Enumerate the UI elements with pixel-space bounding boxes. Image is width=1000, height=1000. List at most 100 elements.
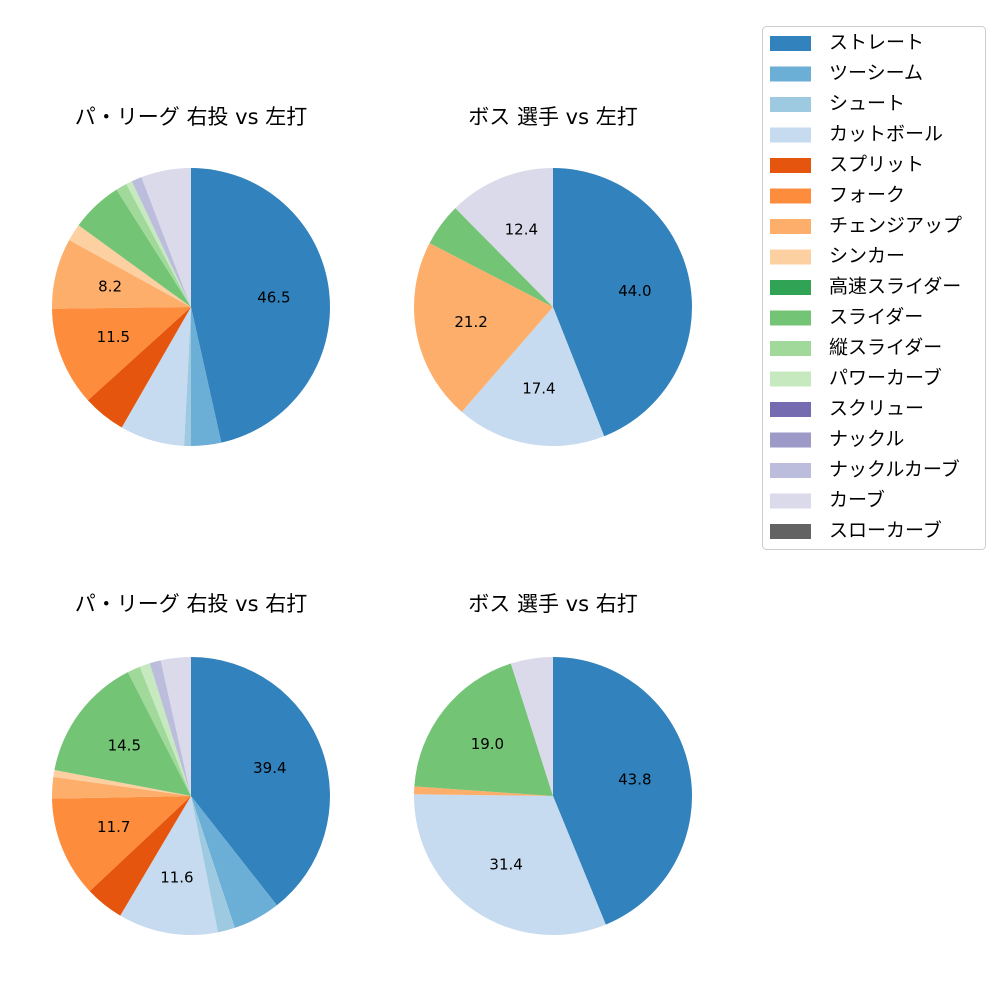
pie-slice-チェンジアップ xyxy=(51,776,191,799)
pie-chart-3: パ・リーグ 右投 vs 右打 39.4 11.6 11.7 14.5 xyxy=(51,592,330,935)
slice-value-label: 11.5 xyxy=(97,328,130,346)
pie-slice-パワーカーブ xyxy=(139,663,191,796)
legend-entry: ナックル xyxy=(770,428,904,450)
legend-label: 縦スライダー xyxy=(829,337,942,359)
legend-label: スクリュー xyxy=(829,398,924,420)
pie-slice-ツーシーム xyxy=(191,796,277,928)
legend-label: フォーク xyxy=(829,184,905,206)
legend-label: スライダー xyxy=(829,306,923,328)
pie-slice-フォーク xyxy=(52,796,191,892)
pie-slice-チェンジアップ xyxy=(51,240,191,309)
pie-slice-ツーシーム xyxy=(191,307,222,446)
legend-swatch xyxy=(770,127,811,143)
legend-entry: ナックルカーブ xyxy=(770,458,960,481)
chart-title: ボス 選手 vs 左打 xyxy=(468,105,637,129)
legend-swatch xyxy=(770,66,811,82)
legend-label: カーブ xyxy=(829,488,885,511)
pie-slice-シュート xyxy=(184,307,191,446)
chart-title: パ・リーグ 右投 vs 左打 xyxy=(75,105,307,129)
pie-slice-スライダー xyxy=(429,208,553,307)
legend-swatch xyxy=(770,371,811,387)
legend-swatch xyxy=(770,310,811,326)
pie-slice-カットボール xyxy=(121,307,191,446)
pie-chart-4: ボス 選手 vs 右打 43.8 31.4 19.0 xyxy=(413,592,693,936)
pie-charts: パ・リーグ 右投 vs 左打 46.5 11.5 8.2 ボス 選手 vs 左打 44.0… xyxy=(51,105,693,936)
slice-value-label: 11.7 xyxy=(97,818,130,836)
pie-chart-1: パ・リーグ 右投 vs 左打 46.5 11.5 8.2 xyxy=(51,105,330,446)
legend-entry: スクリュー xyxy=(770,398,924,420)
pie-slice-縦スライダー xyxy=(127,666,191,796)
legend-swatch xyxy=(770,249,811,265)
legend-swatch xyxy=(770,341,811,356)
pie-slice-シュート xyxy=(191,796,235,933)
legend-label: パワーカーブ xyxy=(829,366,942,389)
pie-slice-パワーカーブ xyxy=(126,181,191,307)
pie-slice-スプリット xyxy=(89,796,191,916)
legend-swatch xyxy=(770,36,811,51)
pie-slice-ストレート xyxy=(191,657,330,906)
slice-value-label: 8.2 xyxy=(98,277,122,295)
legend-entry: ツーシーム xyxy=(770,62,923,84)
slice-value-label: 46.5 xyxy=(257,288,290,306)
legend-entry: パワーカーブ xyxy=(770,366,942,389)
legend-label: スローカーブ xyxy=(829,519,942,542)
legend-swatch xyxy=(770,280,811,295)
slice-value-label: 43.8 xyxy=(618,770,651,788)
slice-value-label: 39.4 xyxy=(253,759,286,777)
slice-value-label: 19.0 xyxy=(471,735,504,753)
legend-swatch xyxy=(770,158,811,173)
slice-value-label: 11.6 xyxy=(160,869,193,887)
legend-entry: 縦スライダー xyxy=(770,337,942,359)
pie-slice-スプリット xyxy=(87,307,191,428)
legend-entry: ストレート xyxy=(770,32,924,54)
chart-title: パ・リーグ 右投 vs 右打 xyxy=(75,592,307,616)
pie-slice-チェンジアップ xyxy=(414,243,553,412)
legend-entry: シュート xyxy=(770,93,905,115)
legend-swatch xyxy=(770,219,811,234)
legend-label: 高速スライダー xyxy=(829,276,961,298)
legend-label: シンカー xyxy=(829,245,905,267)
pie-slice-カーブ xyxy=(160,657,191,796)
pie-slice-カットボール xyxy=(413,794,606,936)
slice-value-label: 12.4 xyxy=(505,220,538,238)
slice-value-label: 31.4 xyxy=(489,855,522,873)
pie-slice-ストレート xyxy=(553,167,693,437)
legend-entry: 高速スライダー xyxy=(770,276,961,298)
pie-slice-ストレート xyxy=(191,168,330,443)
legend-label: ナックルカーブ xyxy=(829,458,960,481)
legend-swatch xyxy=(770,97,811,112)
legend-swatch xyxy=(770,463,811,478)
legend-label: カットボール xyxy=(829,123,943,145)
pie-slice-カットボール xyxy=(461,307,605,447)
legend-swatch xyxy=(770,493,811,509)
chart-title: ボス 選手 vs 右打 xyxy=(468,592,637,616)
legend-swatch xyxy=(770,524,811,539)
pie-slice-カーブ xyxy=(455,168,553,307)
slice-value-label: 21.2 xyxy=(454,313,487,331)
pie-slice-チェンジアップ xyxy=(414,786,553,796)
legend-label: シュート xyxy=(829,93,905,115)
legend: ストレートツーシームシュートカットボールスプリットフォークチェンジアップシンカー… xyxy=(762,26,986,550)
pie-slice-カーブ xyxy=(510,657,553,796)
legend-entry: チェンジアップ xyxy=(770,215,962,237)
pie-slice-スライダー xyxy=(78,189,191,307)
pie-slice-ストレート xyxy=(553,657,693,925)
slice-value-label: 14.5 xyxy=(108,736,141,754)
legend-entry: シンカー xyxy=(770,245,905,267)
legend-entry: フォーク xyxy=(770,184,905,206)
pie-chart-2: ボス 選手 vs 左打 44.0 17.4 21.2 12.4 xyxy=(414,105,693,447)
legend-swatch xyxy=(770,402,811,417)
pie-slice-ナックルカーブ xyxy=(131,177,191,307)
legend-swatch xyxy=(770,188,811,204)
pie-slice-カットボール xyxy=(120,796,218,935)
legend-entry: スライダー xyxy=(770,306,923,328)
legend-frame xyxy=(762,26,986,550)
legend-label: スプリット xyxy=(829,154,924,176)
legend-entry: カーブ xyxy=(770,488,885,511)
pie-slice-カーブ xyxy=(141,168,191,307)
pie-slice-シンカー xyxy=(69,225,191,307)
pie-slice-フォーク xyxy=(52,307,192,401)
pie-slice-ナックルカーブ xyxy=(149,660,191,796)
legend-entry: カットボール xyxy=(770,123,943,145)
